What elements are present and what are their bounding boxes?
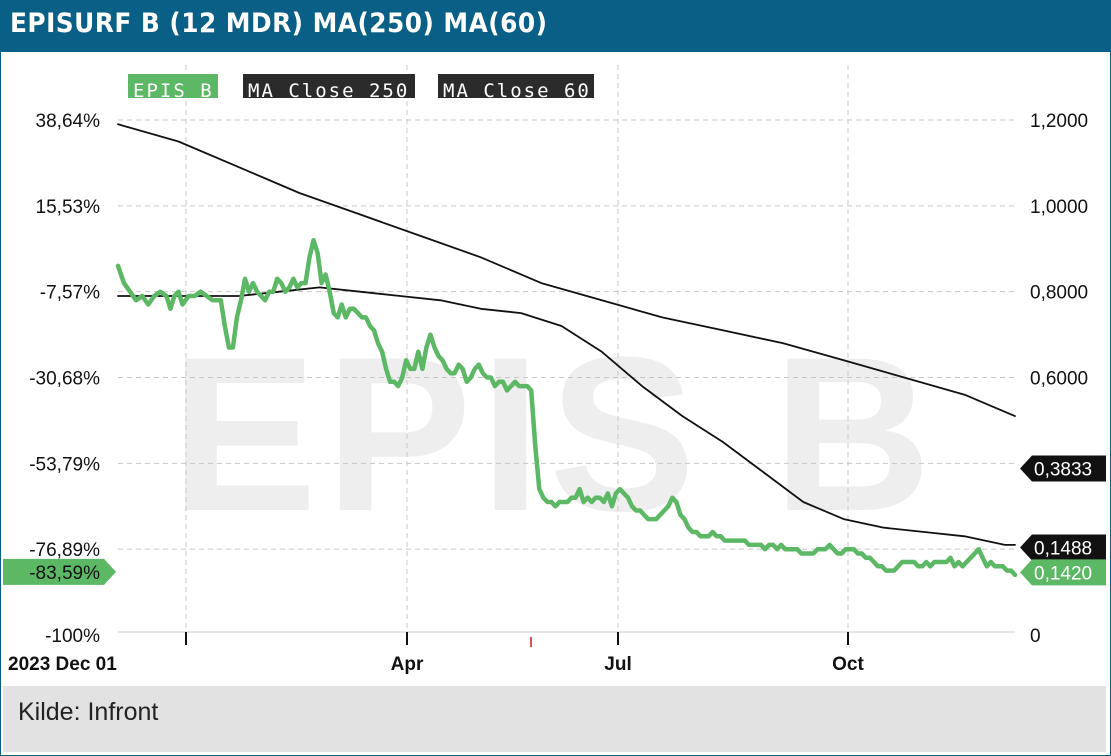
ma60-value-tag: 0,1488 (1034, 538, 1092, 559)
price-pct-tag-bg (3, 558, 116, 585)
chart-title: EPISURF B (12 MDR) MA(250) MA(60) (10, 8, 548, 39)
ma60-value-tag-bg (1020, 534, 1106, 561)
chart-plot: EPIS B EPIS B MA Close 250 MA Close 60 38,… (3, 65, 1106, 675)
x-tick-label: Apr (391, 654, 424, 675)
legend-label: EPIS B (133, 80, 214, 102)
ma250-value-tag-bg (1020, 455, 1106, 482)
y-left-tick-label: -76,89% (29, 540, 100, 561)
legend-label: MA Close 250 (248, 80, 409, 102)
chart-footer: Kilde: Infront (3, 686, 1106, 752)
y-left-tick-label: -100% (45, 626, 100, 647)
x-tick-label: Oct (832, 654, 864, 675)
ma250-value-tag: 0,3833 (1034, 459, 1092, 480)
price-value-tag: 0,1420 (1034, 563, 1092, 584)
legend-swatch (438, 74, 594, 98)
y-left-tick-label: -30,68% (29, 369, 100, 390)
y-left-tick-label: 15,53% (36, 197, 101, 218)
x-tick-label: Jul (604, 654, 631, 675)
x-start-label: 2023 Dec 01 (8, 654, 117, 675)
y-left-tick-label: -7,57% (40, 283, 100, 304)
watermark-text: EPIS B (170, 311, 939, 557)
price-pct-tag: -83,59% (29, 563, 100, 584)
series-line-epis-b (115, 237, 1018, 578)
y-right-tick-label: 0 (1030, 626, 1041, 647)
y-right-tick-label: 1,2000 (1030, 111, 1088, 132)
y-right-tick-label: 0,6000 (1030, 369, 1088, 390)
chart-header: EPISURF B (12 MDR) MA(250) MA(60) (0, 0, 1111, 52)
y-right-tick-label: 1,0000 (1030, 197, 1088, 218)
series-line-ma-close-250 (117, 123, 1016, 417)
legend-swatch (243, 74, 415, 98)
legend-label: MA Close 60 (443, 80, 591, 102)
y-left-tick-label: 38,64% (36, 111, 101, 132)
y-right-tick-label: 0,8000 (1030, 283, 1088, 304)
legend-swatch (128, 74, 218, 98)
price-value-tag-bg (1020, 559, 1106, 586)
y-left-tick-label: -53,79% (29, 454, 100, 475)
source-label: Kilde: Infront (18, 698, 159, 726)
